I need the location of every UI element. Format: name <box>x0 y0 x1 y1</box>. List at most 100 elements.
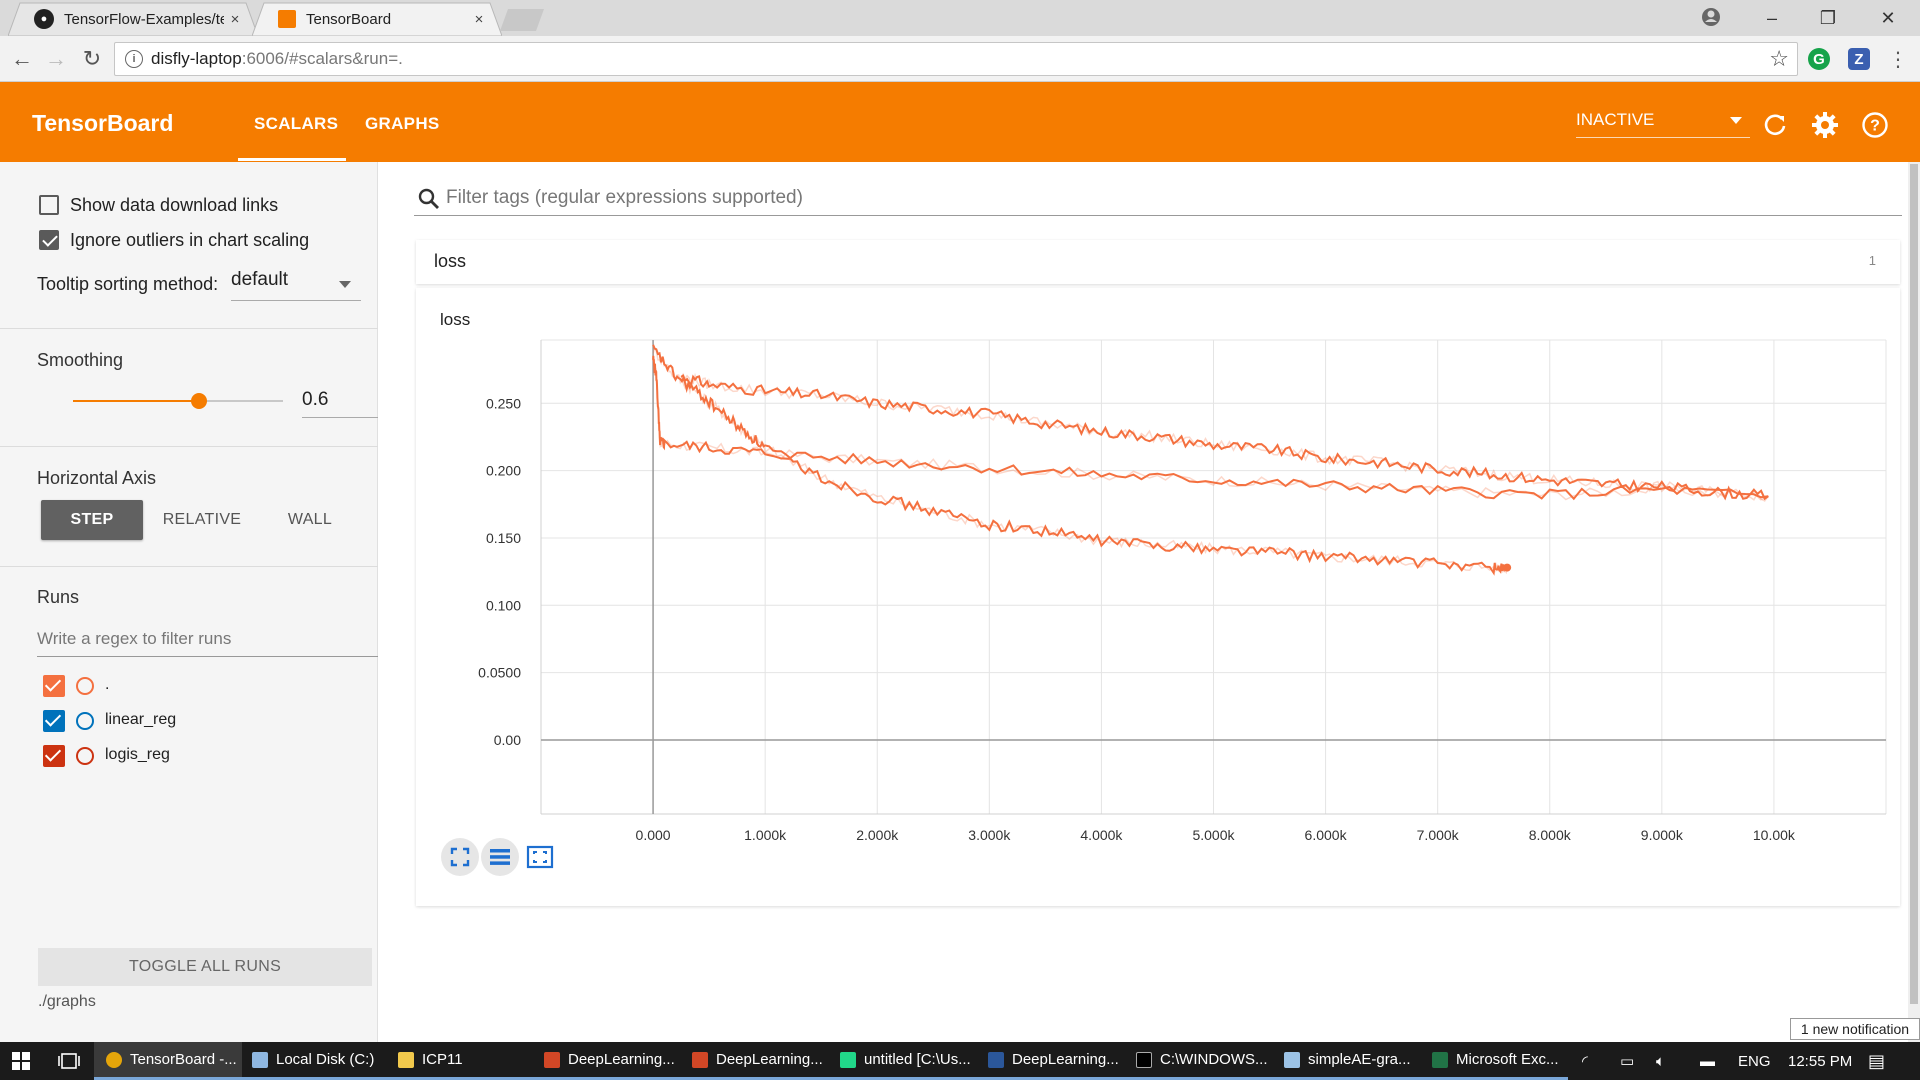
y-tick-label: 0.250 <box>486 395 521 411</box>
smoothing-slider-knob[interactable] <box>191 393 207 409</box>
url-input[interactable]: i disfly-laptop :6006/#scalars&run=. ☆ <box>114 42 1798 76</box>
forward-arrow-icon[interactable]: → <box>45 46 67 71</box>
powerpoint-icon <box>692 1051 708 1068</box>
axis-relative-button[interactable]: RELATIVE <box>162 511 242 528</box>
inactive-plugins-dropdown[interactable]: INACTIVE <box>1576 110 1750 138</box>
scrollbar-thumb[interactable] <box>1910 164 1918 1004</box>
run-radio-logis-reg[interactable] <box>76 747 94 765</box>
taskbar-item-excel[interactable]: Microsoft Exc... <box>1420 1042 1568 1080</box>
zotero-extension-icon[interactable]: Z <box>1848 48 1870 70</box>
tab-graphs[interactable]: GRAPHS <box>365 114 440 133</box>
run-checkbox-dot[interactable] <box>43 675 65 697</box>
smoothing-slider[interactable] <box>73 393 283 409</box>
close-icon[interactable]: × <box>474 10 484 28</box>
toggle-log-scale-button[interactable] <box>481 838 519 876</box>
category-count: 1 <box>1868 253 1876 268</box>
fit-domain-button[interactable] <box>521 838 559 876</box>
bookmark-star-icon[interactable]: ☆ <box>1769 46 1789 71</box>
chrome-icon <box>106 1051 122 1068</box>
series-raw-line <box>652 345 1508 575</box>
new-tab-button[interactable] <box>500 9 544 31</box>
run-label-dot: . <box>105 676 110 693</box>
taskbar-item-pycharm[interactable]: untitled [C:\Us... <box>828 1042 976 1080</box>
taskbar-item-cmd[interactable]: C:\WINDOWS... <box>1124 1042 1272 1080</box>
run-radio-dot[interactable] <box>76 677 94 695</box>
grammarly-extension-icon[interactable]: G <box>1808 48 1830 70</box>
profile-icon[interactable] <box>1700 6 1722 28</box>
tooltip-sorting-select[interactable]: default <box>231 269 361 301</box>
divider <box>0 446 378 447</box>
tag-filter-input[interactable]: Filter tags (regular expressions support… <box>446 187 803 208</box>
windows-start-icon[interactable] <box>12 1052 30 1070</box>
battery-icon[interactable]: ▬ <box>1700 1052 1715 1070</box>
cmd-icon <box>1136 1051 1152 1068</box>
series-raw-line <box>680 372 1769 502</box>
run-filter-input[interactable]: Write a regex to filter runs <box>37 621 378 657</box>
action-center-icon[interactable]: ▤ <box>1868 1050 1886 1071</box>
tensorboard-toolbar: TensorBoard SCALARS GRAPHS INACTIVE ? <box>0 82 1920 162</box>
tab-shape <box>8 2 258 36</box>
taskbar-item-powerpoint-1[interactable]: DeepLearning... <box>532 1042 680 1080</box>
network-icon[interactable]: ▭ <box>1620 1053 1635 1070</box>
tooltip-sorting-value: default <box>231 269 289 290</box>
chevron-down-icon <box>339 281 351 288</box>
volume-icon[interactable]: 🔈︎ <box>1656 1052 1666 1070</box>
tag-filter-field[interactable]: Filter tags (regular expressions support… <box>414 180 1902 216</box>
taskbar-item-powerpoint-2[interactable]: DeepLearning... <box>680 1042 828 1080</box>
expand-fullscreen-button[interactable] <box>441 838 479 876</box>
image-viewer-icon <box>1284 1051 1300 1068</box>
tab-scalars[interactable]: SCALARS <box>254 114 339 133</box>
x-tick-label: 3.000k <box>968 827 1011 843</box>
taskbar-item-word[interactable]: DeepLearning... <box>976 1042 1124 1080</box>
page-scrollbar[interactable] <box>1908 162 1920 1042</box>
notification-toast[interactable]: 1 new notification <box>1790 1018 1920 1040</box>
series-end-point <box>1503 563 1512 572</box>
close-icon[interactable]: × <box>230 10 240 28</box>
windows-taskbar: TensorBoard -... Local Disk (C:) ICP11 D… <box>0 1042 1920 1080</box>
taskbar-item-label: DeepLearning... <box>716 1051 823 1068</box>
chevron-down-icon <box>1730 117 1742 124</box>
smoothing-value-input[interactable]: 0.6 <box>302 382 378 418</box>
loss-chart[interactable]: 0.000 1.000k 2.000k 3.000k 4.000k 5.000k 6.000… <box>416 288 1900 906</box>
drive-icon <box>252 1051 268 1068</box>
url-path: :6006/#scalars&run=. <box>241 49 403 68</box>
browser-menu-icon[interactable]: ⋮ <box>1888 48 1908 71</box>
wifi-icon[interactable]: ◜ <box>1582 1053 1588 1070</box>
browser-tab-github[interactable]: ● TensorFlow-Examples/ter × <box>8 2 258 36</box>
help-icon[interactable]: ? <box>1860 110 1890 140</box>
reload-icon[interactable]: ↻ <box>82 46 102 71</box>
taskbar-item-image[interactable]: simpleAE-gra... <box>1272 1042 1420 1080</box>
y-tick-label: 0.0500 <box>478 665 521 681</box>
y-tick-label: 0.100 <box>486 597 521 613</box>
toggle-all-runs-button[interactable]: TOGGLE ALL RUNS <box>38 948 372 986</box>
axis-step-button[interactable]: STEP <box>41 500 143 540</box>
dropdown-value: INACTIVE <box>1576 110 1655 129</box>
show-download-links-label: Show data download links <box>70 195 279 215</box>
series-line <box>652 344 1509 576</box>
run-checkbox-linear-reg[interactable] <box>43 710 65 732</box>
category-header[interactable]: loss 1 <box>416 240 1900 284</box>
series-line <box>652 355 1769 501</box>
back-arrow-icon[interactable]: ← <box>11 46 33 71</box>
task-view-icon[interactable] <box>58 1052 80 1070</box>
run-radio-linear-reg[interactable] <box>76 712 94 730</box>
browser-tab-tensorboard[interactable]: TensorBoard × <box>252 2 502 36</box>
taskbar-item-local-disk[interactable]: Local Disk (C:) <box>240 1042 388 1080</box>
language-indicator[interactable]: ENG <box>1738 1052 1771 1070</box>
url-host: disfly-laptop <box>151 49 242 68</box>
minimize-button[interactable]: – <box>1766 7 1777 28</box>
taskbar-item-label: DeepLearning... <box>1012 1051 1119 1068</box>
pycharm-icon <box>840 1051 856 1068</box>
ignore-outliers-checkbox[interactable] <box>39 230 59 250</box>
taskbar-item-icp11[interactable]: ICP11 <box>386 1042 534 1080</box>
refresh-icon[interactable] <box>1760 110 1790 140</box>
restore-button[interactable]: ❐ <box>1819 7 1837 28</box>
taskbar-item-tensorboard[interactable]: TensorBoard -... <box>94 1042 242 1080</box>
show-download-links-checkbox[interactable] <box>39 195 59 215</box>
clock[interactable]: 12:55 PM <box>1788 1052 1853 1070</box>
settings-gear-icon[interactable] <box>1810 110 1840 140</box>
info-icon[interactable]: i <box>125 50 143 68</box>
close-window-button[interactable]: ✕ <box>1880 7 1896 28</box>
run-checkbox-logis-reg[interactable] <box>43 745 65 767</box>
axis-wall-button[interactable]: WALL <box>287 511 333 528</box>
